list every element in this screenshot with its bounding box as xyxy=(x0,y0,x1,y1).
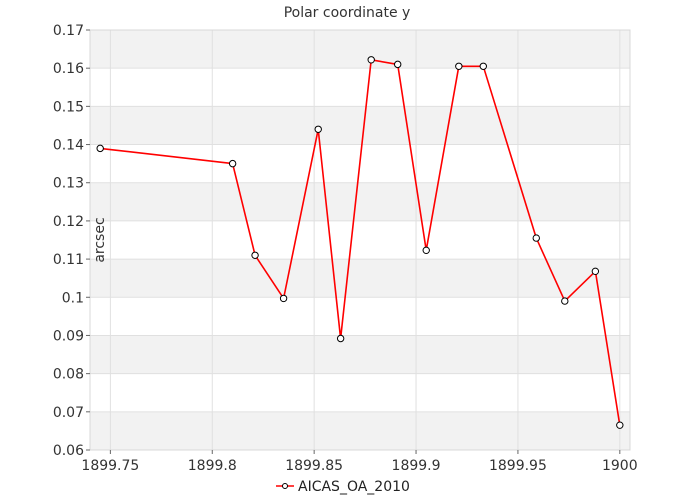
legend-label: AICAS_OA_2010 xyxy=(298,479,410,495)
grid-band xyxy=(90,335,630,374)
data-point[interactable] xyxy=(279,294,288,303)
y-tick-label: 0.07 xyxy=(53,405,84,421)
series-layer xyxy=(96,56,624,429)
y-tick-label: 0.13 xyxy=(53,176,84,192)
data-point[interactable] xyxy=(314,125,322,133)
data-point[interactable] xyxy=(561,297,569,305)
y-axis: 0.06 0.07 0.08 0.09 0.1 0.11 0.12 0.13 0.14 0.15 0… xyxy=(53,23,90,459)
data-point[interactable] xyxy=(96,144,104,153)
data-point[interactable] xyxy=(367,56,375,64)
data-point[interactable] xyxy=(479,62,487,70)
x-axis: 1899.75 1899.8 1899.85 1899.9 1899.95 1900 xyxy=(81,450,638,474)
x-tick-label: 1899.75 xyxy=(81,458,139,474)
legend-marker-swatch xyxy=(282,483,288,489)
chart-title: Polar coordinate y xyxy=(284,5,411,21)
y-tick-label: 0.1 xyxy=(62,290,84,306)
data-point[interactable] xyxy=(393,60,402,69)
grid-band xyxy=(90,259,630,298)
y-tick-label: 0.09 xyxy=(53,328,84,344)
x-tick-label: 1899.95 xyxy=(489,458,547,474)
data-point[interactable] xyxy=(532,234,540,242)
data-point[interactable] xyxy=(591,267,600,276)
x-tick-label: 1899.9 xyxy=(392,458,441,474)
data-point[interactable] xyxy=(616,421,624,429)
data-point[interactable] xyxy=(422,246,430,255)
y-tick-label: 0.06 xyxy=(53,443,84,459)
y-tick-label: 0.16 xyxy=(53,61,84,77)
grid-band xyxy=(90,182,630,221)
y-tick-label: 0.08 xyxy=(53,367,84,383)
y-tick-label: 0.17 xyxy=(53,23,84,39)
x-tick-label: 1900 xyxy=(602,458,638,474)
data-point[interactable] xyxy=(336,334,345,343)
data-point[interactable] xyxy=(251,251,259,259)
legend[interactable]: AICAS_OA_2010 xyxy=(276,479,410,495)
grid-lines xyxy=(90,29,630,451)
y-tick-label: 0.11 xyxy=(53,252,84,268)
grid-band xyxy=(90,106,630,145)
grid-band xyxy=(90,30,630,69)
plot-area xyxy=(89,29,631,451)
grid-bands xyxy=(90,30,630,450)
data-point[interactable] xyxy=(228,159,237,168)
x-tick-label: 1899.85 xyxy=(285,458,343,474)
x-tick-label: 1899.8 xyxy=(188,458,237,474)
y-axis-label: arcsec xyxy=(92,217,108,262)
y-tick-label: 0.15 xyxy=(53,99,84,115)
data-point[interactable] xyxy=(455,62,463,70)
y-tick-label: 0.14 xyxy=(53,138,84,154)
grid-band xyxy=(90,411,630,450)
y-tick-label: 0.12 xyxy=(53,214,84,230)
